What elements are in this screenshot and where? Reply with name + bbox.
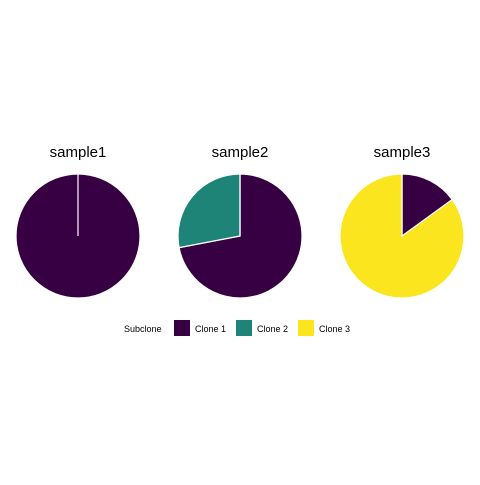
legend-label: Clone 2 <box>257 324 288 334</box>
legend-title: Subclone <box>124 324 162 334</box>
panel-title: sample2 <box>212 144 269 161</box>
legend-label: Clone 1 <box>195 324 226 334</box>
pie-panel-sample1: sample1 <box>15 144 141 299</box>
pie-panel-sample2: sample2 <box>177 144 303 299</box>
panel-title: sample1 <box>50 144 107 161</box>
legend-item-clone-2: Clone 2 <box>236 320 288 336</box>
legend-swatch <box>236 320 252 336</box>
legend: Subclone Clone 1 Clone 2 Clone 3 <box>124 320 350 336</box>
legend-item-clone-1: Clone 1 <box>174 320 226 336</box>
panel-title: sample3 <box>374 144 431 161</box>
pie-slice-clone-2 <box>177 173 241 249</box>
legend-swatch <box>174 320 190 336</box>
panels-layer: sample1 sample2 sample3 <box>15 144 465 299</box>
pie-panel-sample3: sample3 <box>339 144 465 299</box>
legend-items: Clone 1 Clone 2 Clone 3 <box>174 320 350 336</box>
pie-slice-clone-1 <box>401 173 453 238</box>
legend-swatch <box>298 320 314 336</box>
legend-label: Clone 3 <box>319 324 350 334</box>
legend-item-clone-3: Clone 3 <box>298 320 350 336</box>
